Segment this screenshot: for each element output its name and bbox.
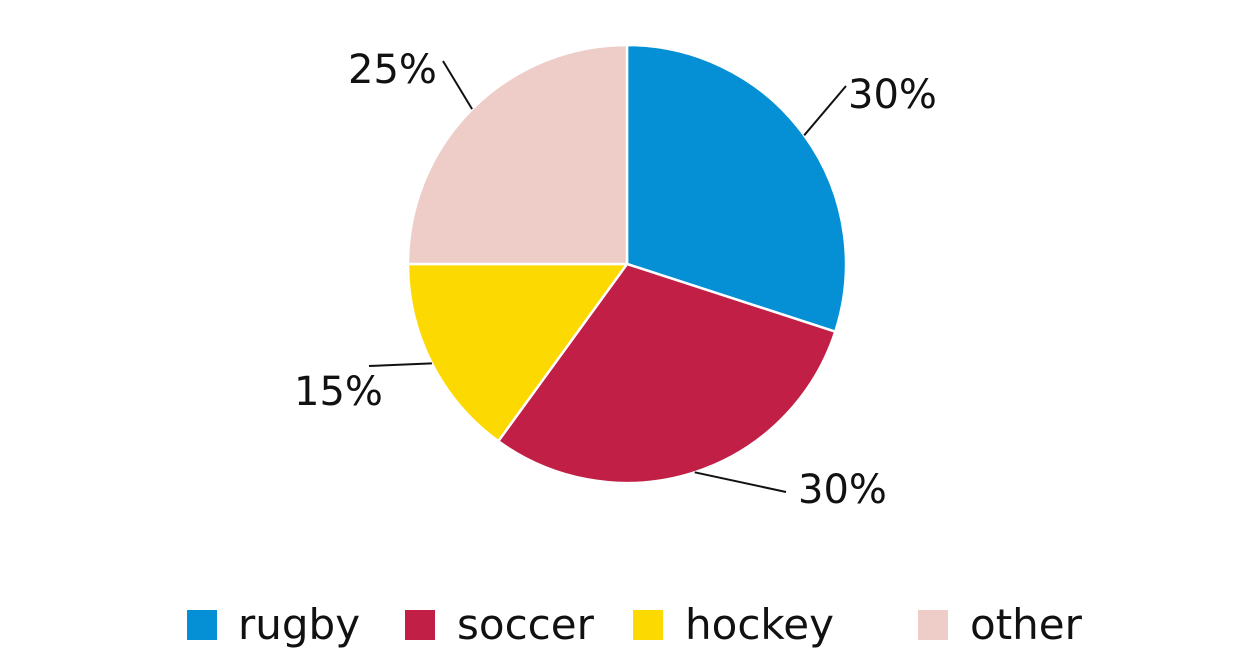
pie-slice-other: [406, 43, 629, 266]
data-label-other: 25%: [348, 47, 437, 93]
legend-label-soccer: soccer: [457, 600, 595, 649]
legend-swatch-rugby: [187, 610, 217, 640]
legend-label-rugby: rugby: [238, 600, 360, 649]
data-label-soccer: 30%: [798, 467, 887, 513]
legend-swatch-hockey: [633, 610, 663, 640]
leader-lines: [368, 60, 847, 493]
data-label-hockey: 15%: [294, 369, 383, 415]
leader-line-rugby: [803, 85, 847, 136]
pie-slice-hockey: [406, 262, 629, 443]
legend-swatch-other: [918, 610, 948, 640]
leader-line-other: [442, 60, 473, 110]
legend-swatch-soccer: [405, 610, 435, 640]
legend: rugby soccer hockey other: [187, 600, 1083, 649]
pie-slice-soccer: [497, 262, 837, 485]
percentage-labels: 30% 30% 15% 25%: [294, 47, 937, 513]
legend-label-hockey: hockey: [685, 600, 834, 649]
pie-slices: [406, 43, 848, 485]
data-label-rugby: 30%: [848, 72, 937, 118]
legend-label-other: other: [970, 600, 1083, 649]
leader-line-soccer: [694, 471, 787, 493]
leader-line-hockey: [368, 362, 432, 367]
